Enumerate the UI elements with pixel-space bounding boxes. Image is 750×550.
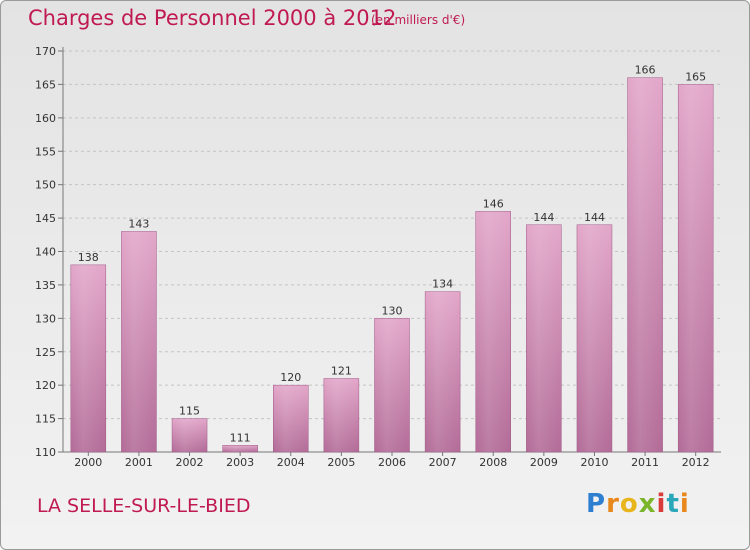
value-label-2010: 144 (584, 211, 605, 224)
logo-letter: r (606, 489, 620, 519)
x-tick-label-2003: 2003 (226, 456, 254, 469)
y-tick-label: 155 (35, 145, 56, 158)
bar-highlight (526, 224, 562, 452)
logo-letter: t (666, 489, 680, 519)
x-tick-label-2005: 2005 (327, 456, 355, 469)
chart-subtitle: (en milliers d'€) (371, 13, 466, 27)
x-tick-label-2001: 2001 (125, 456, 153, 469)
x-tick-label-2012: 2012 (682, 456, 710, 469)
value-label-2001: 143 (128, 217, 149, 230)
location-label: LA SELLE-SUR-LE-BIED (37, 495, 251, 517)
value-label-2007: 134 (432, 278, 453, 291)
bar-highlight (273, 385, 309, 452)
bar-highlight (475, 211, 511, 452)
logo-letter: P (586, 489, 607, 519)
y-tick-label: 150 (35, 179, 56, 192)
x-tick-label-2009: 2009 (530, 456, 558, 469)
bar-layer (70, 77, 714, 453)
bar-highlight (323, 378, 359, 452)
x-tick-label-2010: 2010 (580, 456, 608, 469)
value-label-2000: 138 (78, 251, 99, 264)
bar-highlight (121, 231, 157, 452)
proxiti-logo: Proxiti (586, 489, 690, 519)
logo-letter: i (656, 489, 667, 519)
x-tick-label-2004: 2004 (277, 456, 305, 469)
value-label-2008: 146 (483, 197, 504, 210)
y-tick-label: 115 (35, 413, 56, 426)
x-tick-label-2008: 2008 (479, 456, 507, 469)
y-tick-label: 165 (35, 78, 56, 91)
y-tick-label: 160 (35, 112, 56, 125)
bar-highlight (374, 318, 410, 452)
y-tick-label: 145 (35, 212, 56, 225)
y-tick-label: 140 (35, 246, 56, 259)
y-tick-label: 130 (35, 312, 56, 325)
y-tick-label: 110 (35, 446, 56, 459)
bar-highlight (425, 291, 461, 452)
bar-highlight (576, 224, 612, 452)
y-tick-label: 125 (35, 346, 56, 359)
bar-highlight (627, 77, 663, 452)
x-tick-label-2011: 2011 (631, 456, 659, 469)
y-tick-label: 135 (35, 279, 56, 292)
bar-highlight (222, 445, 258, 452)
value-label-2006: 130 (382, 304, 403, 317)
x-tick-label-2007: 2007 (429, 456, 457, 469)
y-tick-label: 170 (35, 45, 56, 58)
chart-title: Charges de Personnel 2000 à 2012 (28, 6, 397, 30)
bar-highlight (70, 264, 106, 452)
value-label-2005: 121 (331, 364, 352, 377)
bar-highlight (678, 84, 714, 453)
value-label-2002: 115 (179, 405, 200, 418)
x-tick-label-2006: 2006 (378, 456, 406, 469)
label-layer: 138 143 115 111 120 121 130 134 146 144 144 166 165 (78, 64, 706, 445)
bar-highlight (172, 418, 208, 452)
logo-letter: x (638, 489, 657, 519)
value-label-2004: 120 (280, 371, 301, 384)
logo-letter: i (679, 489, 690, 519)
logo-letter: o (619, 489, 639, 519)
y-tick-label: 120 (35, 379, 56, 392)
x-tick-label-2002: 2002 (176, 456, 204, 469)
x-tick-label-2000: 2000 (74, 456, 102, 469)
value-label-2012: 165 (685, 70, 706, 83)
value-label-2011: 166 (635, 64, 656, 77)
value-label-2009: 144 (533, 211, 554, 224)
value-label-2003: 111 (230, 431, 251, 444)
